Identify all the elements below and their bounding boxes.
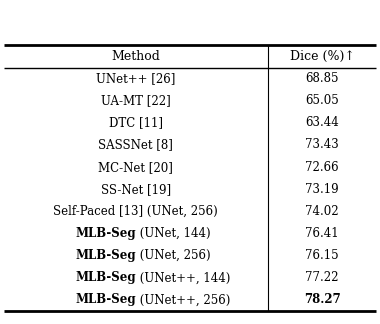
Text: Method: Method xyxy=(111,50,160,63)
Text: 76.41: 76.41 xyxy=(305,227,339,240)
Text: Self-Paced [13] (UNet, 256): Self-Paced [13] (UNet, 256) xyxy=(54,205,218,218)
Text: 72.66: 72.66 xyxy=(305,161,339,174)
Text: (UNet++, 256): (UNet++, 256) xyxy=(136,294,230,307)
Text: 76.15: 76.15 xyxy=(305,249,339,262)
Text: (UNet, 144): (UNet, 144) xyxy=(136,227,211,240)
Text: 77.22: 77.22 xyxy=(305,271,339,284)
Text: SASSNet [8]: SASSNet [8] xyxy=(98,138,173,152)
Text: (UNet++, 144): (UNet++, 144) xyxy=(136,271,230,284)
Text: UNet++ [26]: UNet++ [26] xyxy=(96,72,176,85)
Text: MLB-Seg: MLB-Seg xyxy=(75,294,136,307)
Text: SS-Net [19]: SS-Net [19] xyxy=(101,183,171,196)
Text: MLB-Seg: MLB-Seg xyxy=(75,227,136,240)
Text: UA-MT [22]: UA-MT [22] xyxy=(101,94,171,107)
Text: MLB-Seg: MLB-Seg xyxy=(75,271,136,284)
Text: 65.05: 65.05 xyxy=(305,94,339,107)
Text: Dice (%)↑: Dice (%)↑ xyxy=(290,50,355,63)
Text: 73.19: 73.19 xyxy=(305,183,339,196)
Text: (UNet, 256): (UNet, 256) xyxy=(136,249,211,262)
Text: MC-Net [20]: MC-Net [20] xyxy=(98,161,173,174)
Text: 74.02: 74.02 xyxy=(305,205,339,218)
Text: 68.85: 68.85 xyxy=(305,72,339,85)
Text: 78.27: 78.27 xyxy=(304,294,340,307)
Text: MLB-Seg: MLB-Seg xyxy=(75,249,136,262)
Text: DTC [11]: DTC [11] xyxy=(109,116,163,129)
Text: 63.44: 63.44 xyxy=(305,116,339,129)
Text: 73.43: 73.43 xyxy=(305,138,339,152)
